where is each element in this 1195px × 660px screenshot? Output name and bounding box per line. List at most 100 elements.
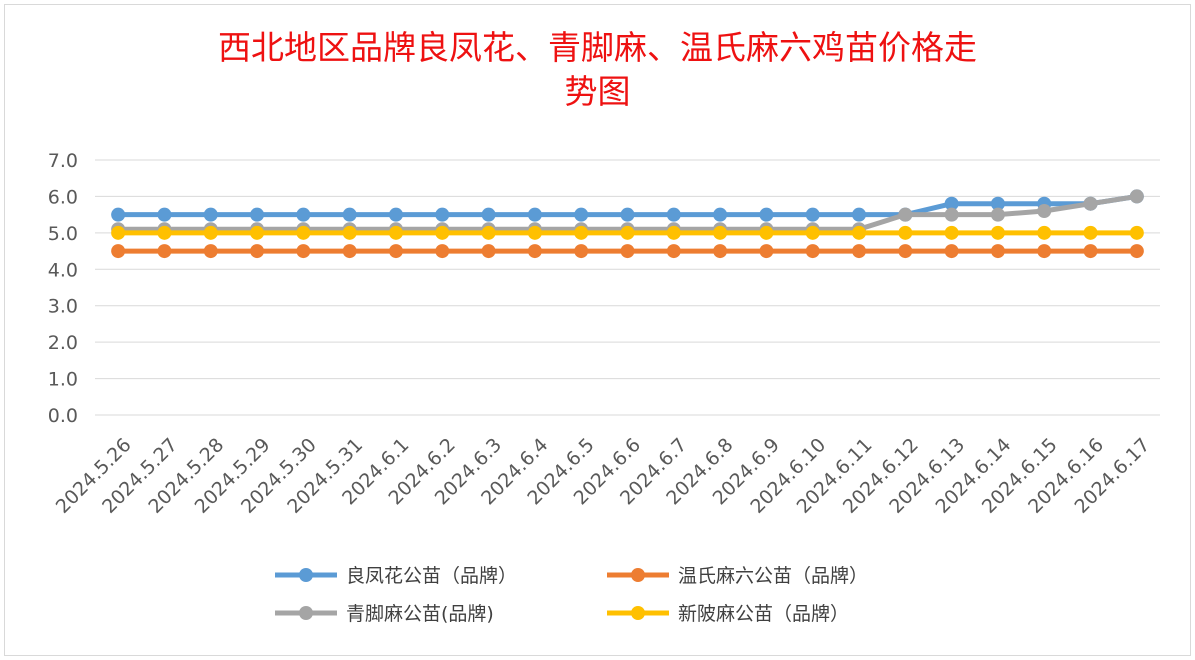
data-point (574, 207, 589, 222)
data-point (805, 207, 820, 222)
data-point (666, 225, 681, 240)
data-point (388, 207, 403, 222)
gridlines (95, 159, 1160, 416)
data-point (898, 225, 913, 240)
y-tick-label: 2.0 (48, 332, 78, 354)
data-point (435, 207, 450, 222)
data-point (713, 207, 728, 222)
data-point (620, 207, 635, 222)
data-point (1129, 244, 1144, 259)
data-point (805, 244, 820, 259)
legend-label: 温氏麻六公苗（品牌） (678, 565, 868, 587)
data-point (435, 244, 450, 259)
x-axis-ticks: 2024.5.262024.5.272024.5.282024.5.292024… (52, 434, 1155, 518)
data-point (342, 207, 357, 222)
data-point (527, 244, 542, 259)
legend-swatch-marker (631, 568, 645, 582)
data-point (944, 225, 959, 240)
data-point (852, 207, 867, 222)
data-point (990, 196, 1005, 211)
data-point (1037, 244, 1052, 259)
data-point (852, 244, 867, 259)
data-point (481, 244, 496, 259)
data-point (111, 207, 126, 222)
data-point (296, 207, 311, 222)
data-point (574, 244, 589, 259)
data-point (388, 244, 403, 259)
data-point (898, 244, 913, 259)
legend-label: 新陂麻公苗（品牌） (678, 603, 849, 625)
data-point (990, 225, 1005, 240)
chart-title: 西北地区品牌良凤花、青脚麻、温氏麻六鸡苗价格走 势图 (0, 26, 1195, 114)
data-point (574, 225, 589, 240)
y-tick-label: 0.0 (48, 405, 78, 427)
data-point (898, 207, 913, 222)
data-point (759, 244, 774, 259)
data-point (1083, 225, 1098, 240)
data-point (296, 244, 311, 259)
y-tick-label: 4.0 (48, 259, 78, 281)
data-point (852, 225, 867, 240)
data-point (527, 225, 542, 240)
data-point (805, 225, 820, 240)
data-point (620, 225, 635, 240)
data-point (157, 244, 172, 259)
data-point (481, 225, 496, 240)
data-point (666, 207, 681, 222)
data-point (1083, 244, 1098, 259)
data-point (1037, 204, 1052, 218)
data-point (944, 207, 959, 222)
series-4 (111, 225, 1144, 240)
legend-swatch-marker (299, 568, 313, 582)
data-point (111, 244, 126, 259)
legend-swatch-marker (299, 606, 313, 620)
data-point (342, 225, 357, 240)
y-tick-label: 5.0 (48, 223, 78, 245)
data-point (388, 225, 403, 240)
data-point (157, 225, 172, 240)
data-point (250, 244, 265, 259)
chart-title-line-2: 势图 (564, 72, 631, 111)
data-point (203, 244, 218, 259)
legend-swatch-marker (631, 606, 645, 620)
legend-label: 青脚麻公苗(品牌) (346, 603, 494, 625)
data-point (296, 225, 311, 240)
data-point (944, 196, 959, 211)
y-tick-label: 3.0 (48, 296, 78, 318)
chart-area (4, 4, 1191, 656)
data-point (713, 244, 728, 259)
series-2 (111, 244, 1144, 259)
data-point (1129, 225, 1144, 240)
legend-item: 新陂麻公苗（品牌） (607, 603, 849, 625)
legend-item: 良凤花公苗（品牌） (275, 565, 517, 587)
data-point (1083, 196, 1098, 211)
data-point (990, 244, 1005, 259)
legend-item: 温氏麻六公苗（品牌） (607, 565, 868, 587)
data-point (111, 225, 126, 240)
data-point (713, 225, 728, 240)
data-point (203, 225, 218, 240)
data-point (435, 225, 450, 240)
data-point (203, 207, 218, 222)
data-point (527, 207, 542, 222)
data-point (342, 244, 357, 259)
data-point (250, 225, 265, 240)
y-axis-ticks: 0.0 1.0 2.0 3.0 4.0 5.0 6.0 7.0 (48, 150, 78, 427)
data-point (944, 244, 959, 259)
data-point (759, 207, 774, 222)
y-tick-label: 1.0 (48, 369, 78, 391)
y-tick-label: 6.0 (48, 186, 78, 208)
data-point (481, 207, 496, 222)
legend: 良凤花公苗（品牌） 温氏麻六公苗（品牌） 青脚麻公苗(品牌) 新陂麻公苗（品牌） (275, 565, 868, 625)
data-point (666, 244, 681, 259)
legend-item: 青脚麻公苗(品牌) (275, 603, 494, 625)
y-tick-label: 7.0 (48, 150, 78, 172)
data-point (990, 207, 1005, 222)
series-lines (111, 189, 1144, 259)
data-point (157, 207, 172, 222)
data-point (1129, 189, 1144, 204)
chart-title-line-1: 西北地区品牌良凤花、青脚麻、温氏麻六鸡苗价格走 (218, 28, 977, 67)
data-point (1037, 225, 1052, 240)
legend-label: 良凤花公苗（品牌） (346, 565, 517, 587)
